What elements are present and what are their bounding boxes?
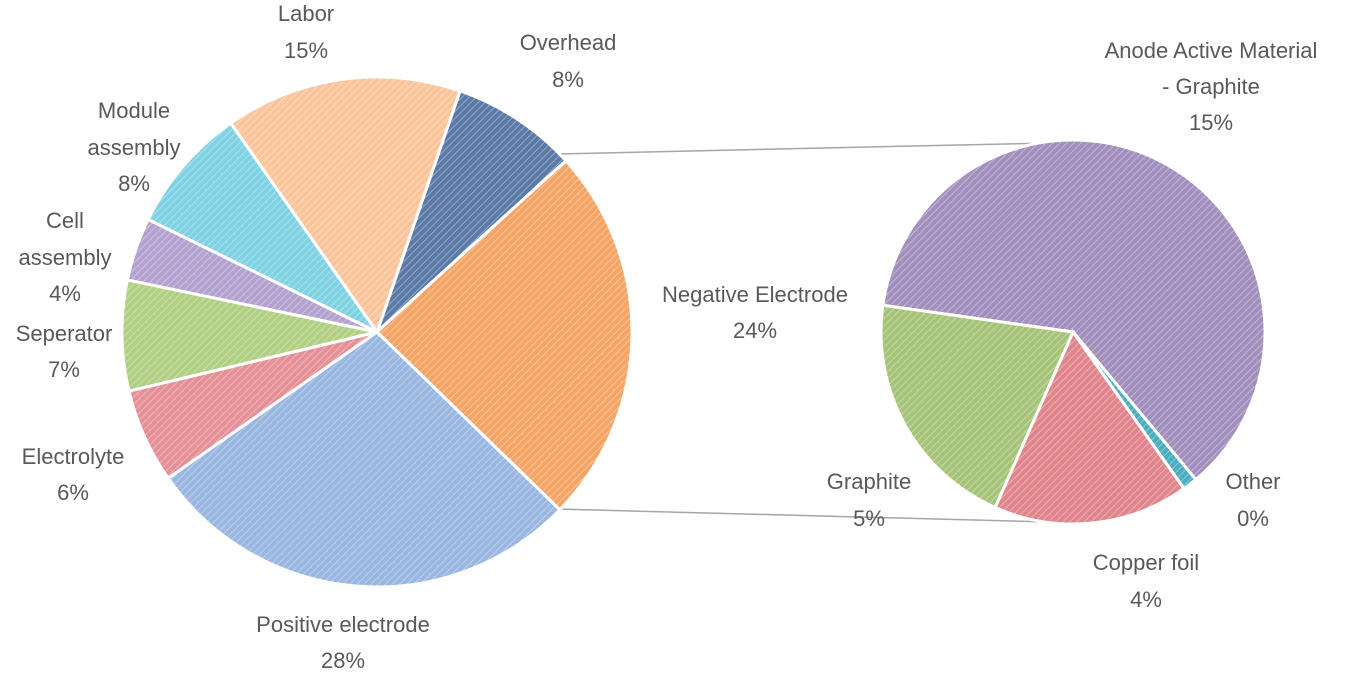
label-name: Other [1225,469,1280,494]
data-label-anode-active-material: Anode Active Material - Graphite 15% [1105,38,1318,135]
pie-slice-hatch-copper-foil [995,332,1185,524]
data-label-graphite: Graphite 5% [827,469,911,531]
pie-slice-hatch-cell-assembly [127,219,377,332]
label-name: Electrolyte [22,444,125,469]
data-label-electrolyte: Electrolyte 6% [22,444,125,505]
pie-slice-hatch-labor [230,77,461,332]
label-name: Labor [278,1,334,26]
label-name-line1: Anode Active Material [1105,38,1318,63]
label-value: 6% [57,480,89,505]
data-label-overhead: Overhead 8% [520,30,617,92]
label-value: 4% [1130,587,1162,612]
pie-slice-hatch-electrolyte [128,332,377,479]
label-value: 0% [1237,506,1269,531]
connector-line-top [556,142,1049,155]
connector-line-bottom [556,508,1049,523]
pie-slice-hatch-other [1073,332,1196,489]
label-name-line1: Cell [46,208,84,233]
pie-slice-hatch-graphite [881,305,1073,508]
label-name: Copper foil [1093,550,1199,575]
label-name-line2: assembly [88,135,181,160]
label-value: 5% [853,506,885,531]
label-name: Seperator [16,321,113,346]
data-label-copper-foil: Copper foil 4% [1093,550,1199,612]
pie-slice-hatch-overhead [377,90,566,332]
data-label-negative-electrode: Negative Electrode 24% [662,282,848,343]
main-pie [120,75,634,589]
label-value: 28% [321,648,365,673]
breakdown-pie [879,138,1267,526]
data-label-labor: Labor 15% [278,1,334,63]
label-value: 15% [1189,110,1233,135]
data-label-seperator: Seperator 7% [16,321,113,382]
pie-slice-hatch-seperator [122,279,377,392]
data-label-module-assembly: Module assembly 8% [88,98,181,196]
label-value: 4% [49,281,81,306]
pie-slice-hatch-module-assembly [148,123,377,332]
label-name-line2: - Graphite [1162,74,1260,99]
label-name-line1: Module [98,98,170,123]
pie-slice-hatch-negative-electrode [377,160,632,510]
label-name: Positive electrode [256,612,430,637]
label-value: 24% [733,318,777,343]
pie-slice-hatch-positive-electrode [168,332,560,587]
pie-slice-hatch-anode-active-material-graphite [882,140,1266,480]
label-name: Graphite [827,469,911,494]
label-value: 7% [48,357,80,382]
data-label-positive-electrode: Positive electrode 28% [256,612,430,673]
label-value: 8% [552,67,584,92]
data-label-other: Other 0% [1225,469,1280,531]
label-value: 15% [284,38,328,63]
label-name: Overhead [520,30,617,55]
data-label-cell-assembly: Cell assembly 4% [19,208,112,306]
label-name-line2: assembly [19,245,112,270]
label-value: 8% [118,171,150,196]
label-name: Negative Electrode [662,282,848,307]
